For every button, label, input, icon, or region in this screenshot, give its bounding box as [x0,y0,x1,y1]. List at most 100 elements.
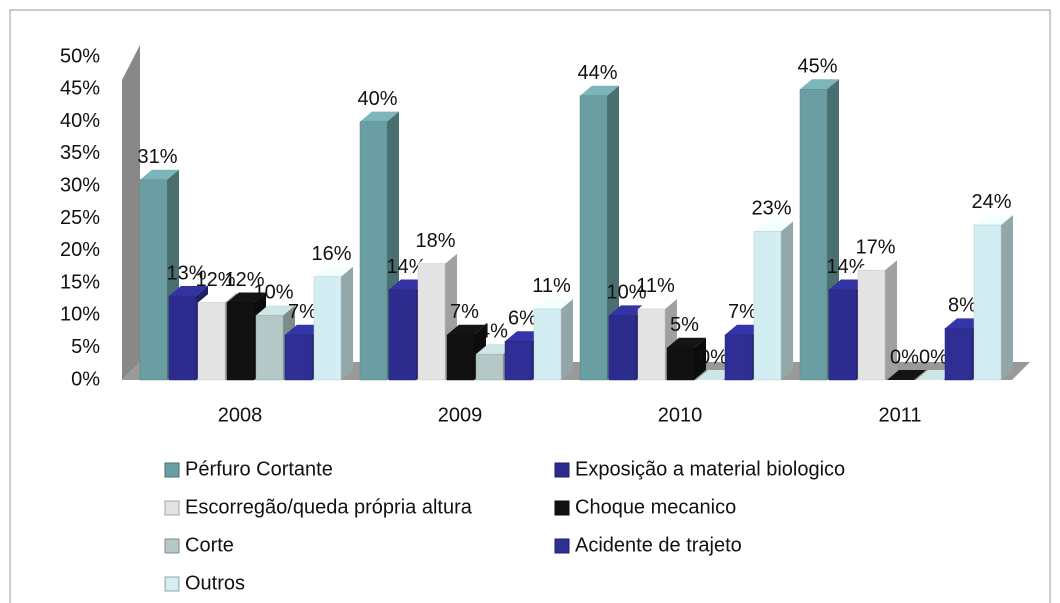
bar [857,269,886,381]
bar [504,340,533,381]
value-label: 7% [728,301,757,323]
bar [255,315,284,381]
bar [828,289,857,381]
bar [284,334,313,381]
bar [417,263,446,381]
bar-top [754,221,793,232]
bar-top [360,111,399,122]
y-tick-label: 0% [71,368,100,390]
bar [359,121,388,381]
bar-top [256,305,295,316]
bar [475,353,504,381]
bar [313,276,342,381]
bar-top [800,79,839,90]
value-label: 6% [508,308,537,330]
legend-swatch [164,576,180,592]
legend-swatch [164,538,180,554]
bar [608,315,637,381]
bar [724,334,753,381]
value-label: 13% [166,262,206,284]
value-label: 10% [253,282,293,304]
bar [139,179,168,381]
bar-top [227,292,266,303]
value-label: 23% [751,198,791,220]
value-label: 10% [606,282,646,304]
bar-top [887,370,926,380]
value-label: 17% [855,236,895,258]
bar [944,328,973,381]
bar-side [885,260,897,380]
legend-label: Escorregão/queda própria altura [185,496,473,518]
value-label: 14% [826,256,866,278]
bar [753,231,782,381]
bar-top [198,292,237,303]
y-tick-label: 40% [60,110,100,132]
value-label: 44% [577,62,617,84]
bar-top [974,214,1013,225]
legend-label: Exposição a material biologico [575,458,845,480]
legend-label: Pérfuro Cortante [185,458,333,480]
value-label: 31% [137,146,177,168]
y-tick-label: 10% [60,304,100,326]
y-tick-label: 5% [71,336,100,358]
value-label: 5% [670,314,699,336]
bar-top [667,337,706,348]
x-tick-label: 2008 [218,404,263,426]
y-tick-label: 20% [60,239,100,261]
bar-top [858,260,897,271]
x-tick-label: 2009 [438,404,483,426]
value-label: 24% [971,191,1011,213]
legend-swatch [164,462,180,478]
bar [197,302,226,381]
bar-top [447,324,486,335]
bar [446,334,475,381]
value-label: 0% [890,346,919,368]
value-label: 7% [288,301,317,323]
legend-swatch [164,500,180,516]
bar-top [638,298,677,309]
bar [666,347,695,381]
y-tick-label: 50% [60,45,100,67]
value-label: 8% [948,295,977,317]
bar [168,295,197,381]
x-tick-label: 2011 [878,404,921,426]
value-label: 0% [699,346,728,368]
value-label: 0% [919,346,948,368]
legend-swatch [554,462,570,478]
legend-label: Corte [185,534,234,556]
bar [973,224,1002,381]
legend-label: Acidente de trajeto [575,534,742,556]
value-label: 16% [311,243,351,265]
y-tick-label: 15% [60,271,100,293]
bar-top [314,266,353,277]
legend-label: Choque mecanico [575,496,736,518]
bar-top [418,253,457,264]
bar-side [341,266,353,380]
bar-side [694,337,706,380]
value-label: 4% [479,320,508,342]
bar [388,289,417,381]
bar-top [140,169,179,180]
bar [226,302,255,381]
side-wall [122,45,140,380]
y-tick-label: 25% [60,207,100,229]
value-label: 45% [797,56,837,78]
x-tick-label: 2010 [658,404,703,426]
legend-label: Outros [185,572,245,594]
bar [579,95,608,381]
legend-swatch [554,500,570,516]
bar [799,89,828,381]
y-tick-label: 35% [60,142,100,164]
value-label: 7% [450,301,479,323]
value-label: 11% [636,275,675,297]
value-label: 11% [532,275,571,297]
y-tick-label: 30% [60,174,100,196]
value-label: 14% [386,256,426,278]
value-label: 12% [195,269,235,291]
bar-top [169,286,208,297]
y-tick-label: 45% [60,78,100,100]
bar-side [781,221,793,380]
value-label: 12% [224,269,264,291]
bar [533,308,562,381]
